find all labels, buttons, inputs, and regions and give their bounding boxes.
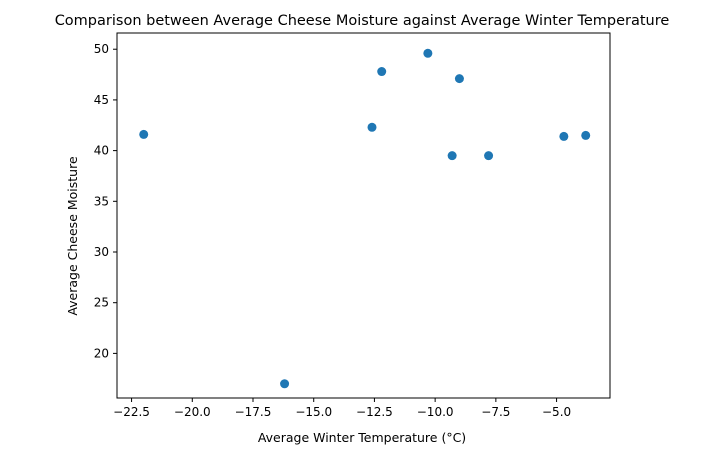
y-tick-label: 35 (94, 194, 109, 208)
y-tick-label: 20 (94, 346, 109, 360)
x-tick-label: −15.0 (295, 405, 332, 419)
x-axis-label: Average Winter Temperature (°C) (258, 430, 466, 445)
y-tick-label: 40 (94, 144, 109, 158)
data-point (280, 379, 290, 389)
data-point (559, 131, 569, 141)
plot-area: −22.5 −20.0 −17.5 −15.0 −12.5 −10.0 −7.5 −5.0 20… (94, 32, 611, 419)
y-tick-label: 25 (94, 296, 109, 310)
x-tick-label: −7.5 (481, 405, 510, 419)
data-point (423, 48, 433, 58)
chart-title: Comparison between Average Cheese Moistu… (55, 13, 670, 29)
x-tick-label: −10.0 (417, 405, 454, 419)
plot-frame (116, 32, 611, 399)
y-tick-label: 30 (94, 245, 109, 259)
x-tick-label: −12.5 (356, 405, 393, 419)
y-axis-label: Average Cheese Moisture (65, 156, 80, 316)
data-point (139, 129, 149, 139)
x-tick-label: −20.0 (174, 405, 211, 419)
data-point (367, 122, 377, 132)
data-point (454, 74, 464, 84)
x-tick-label: −17.5 (235, 405, 272, 419)
x-tick-label: −5.0 (542, 405, 571, 419)
data-point (581, 130, 591, 140)
y-tick-label: 45 (94, 93, 109, 107)
data-point (484, 151, 494, 161)
data-point (447, 151, 457, 161)
data-point (377, 67, 387, 77)
y-tick-label: 50 (94, 42, 109, 56)
x-tick-label: −22.5 (113, 405, 150, 419)
